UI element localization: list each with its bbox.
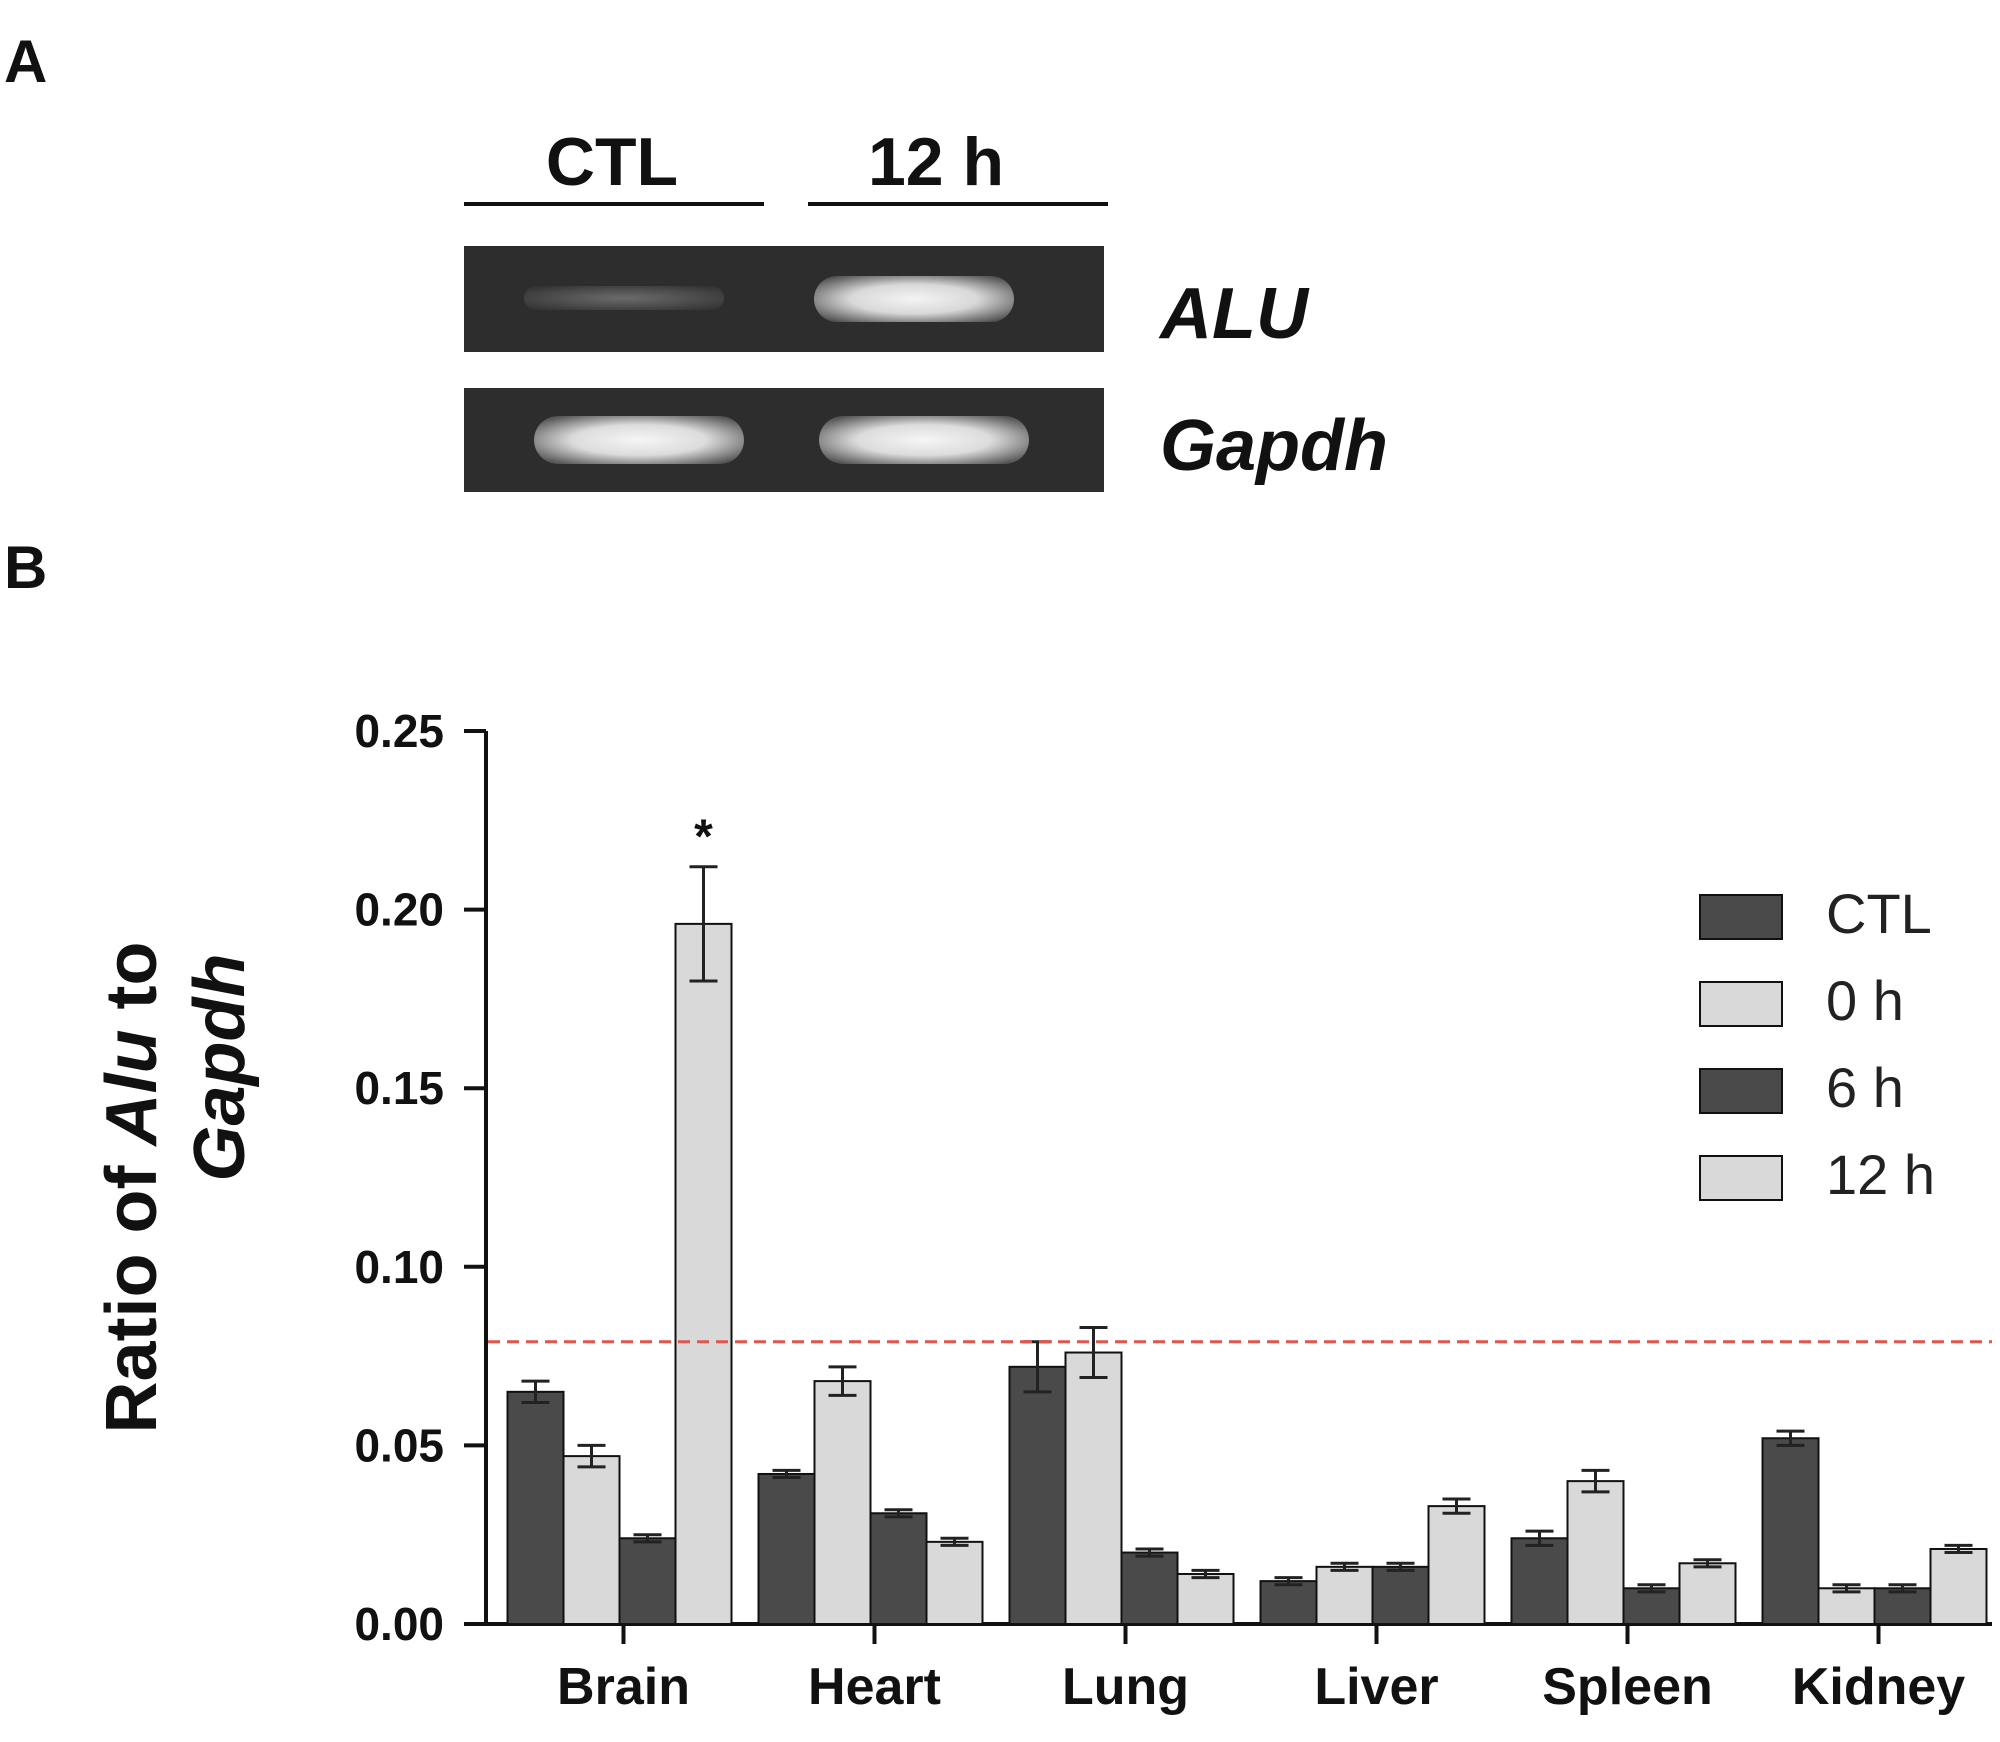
legend-label: 0 h [1826,969,1904,1032]
bar [1873,1587,1932,1626]
y-tick-label: 0.25 [354,705,444,757]
bar [618,1537,677,1625]
y-tick-label: 0.15 [354,1062,444,1114]
x-tick-label: Kidney [1792,1658,1965,1716]
bar-chart: 0.00 0.05 0.10 0.15 0.20 0.25 Ratio of Alu to G… [92,705,1992,1716]
bar [1064,1351,1123,1625]
lane-underline-ctl [464,202,764,206]
legend-swatch [1699,1068,1783,1114]
bar [1678,1562,1737,1625]
bar [1622,1587,1681,1626]
bar [1176,1572,1235,1626]
y-tick-label: 0.20 [354,884,444,936]
gene-label-gapdh: Gapdh [1160,406,1388,486]
bar [1929,1547,1988,1625]
bar [1120,1551,1179,1625]
bar [1259,1580,1318,1625]
bar [506,1390,565,1625]
panel-a-label: A [4,28,48,95]
bar [1761,1437,1820,1625]
bar [757,1472,816,1626]
bar [925,1540,984,1625]
gel-band-gapdh-ctl [534,416,744,464]
bar [1427,1505,1486,1626]
legend-label: 12 h [1826,1143,1935,1206]
gel-band-alu-ctl [524,286,724,310]
bar [1315,1565,1374,1626]
y-tick-label: 0.05 [354,1419,444,1471]
bar [1008,1365,1067,1625]
panel-b-label: B [4,534,48,601]
legend-swatch [1699,981,1783,1027]
legend-label: CTL [1826,882,1932,945]
y-tick-label: 0.10 [354,1241,444,1293]
y-axis-title: Ratio of Alu to [92,942,172,1434]
y-axis-title-line2: Gapdh [180,954,260,1182]
bar [1371,1565,1430,1626]
x-tick-label: Heart [808,1658,941,1716]
x-tick-label: Brain [557,1658,690,1716]
lane-underline-12h [808,202,1108,206]
x-tick-label: Lung [1062,1658,1189,1716]
bar [1566,1480,1625,1625]
legend-label: 6 h [1826,1056,1904,1119]
gel-strip-gapdh [464,388,1104,492]
lane-label-ctl: CTL [545,124,679,200]
bar [1510,1537,1569,1625]
bar [562,1455,621,1626]
bar [813,1380,872,1625]
lane-label-12h: 12 h [867,124,1005,200]
gene-label-alu: ALU [1160,274,1308,354]
x-tick-label: Liver [1314,1658,1438,1716]
y-tick-label: 0.00 [354,1598,444,1650]
legend-swatch [1699,894,1783,940]
bar [1817,1587,1876,1626]
legend-swatch [1699,1155,1783,1201]
bar [674,922,733,1625]
significance-marker: * [694,811,713,864]
gel-band-gapdh-12h [819,416,1029,464]
bar [869,1512,928,1626]
x-tick-label: Spleen [1542,1658,1713,1716]
gel-band-alu-12h [814,276,1014,322]
gel-strip-alu [464,246,1104,352]
